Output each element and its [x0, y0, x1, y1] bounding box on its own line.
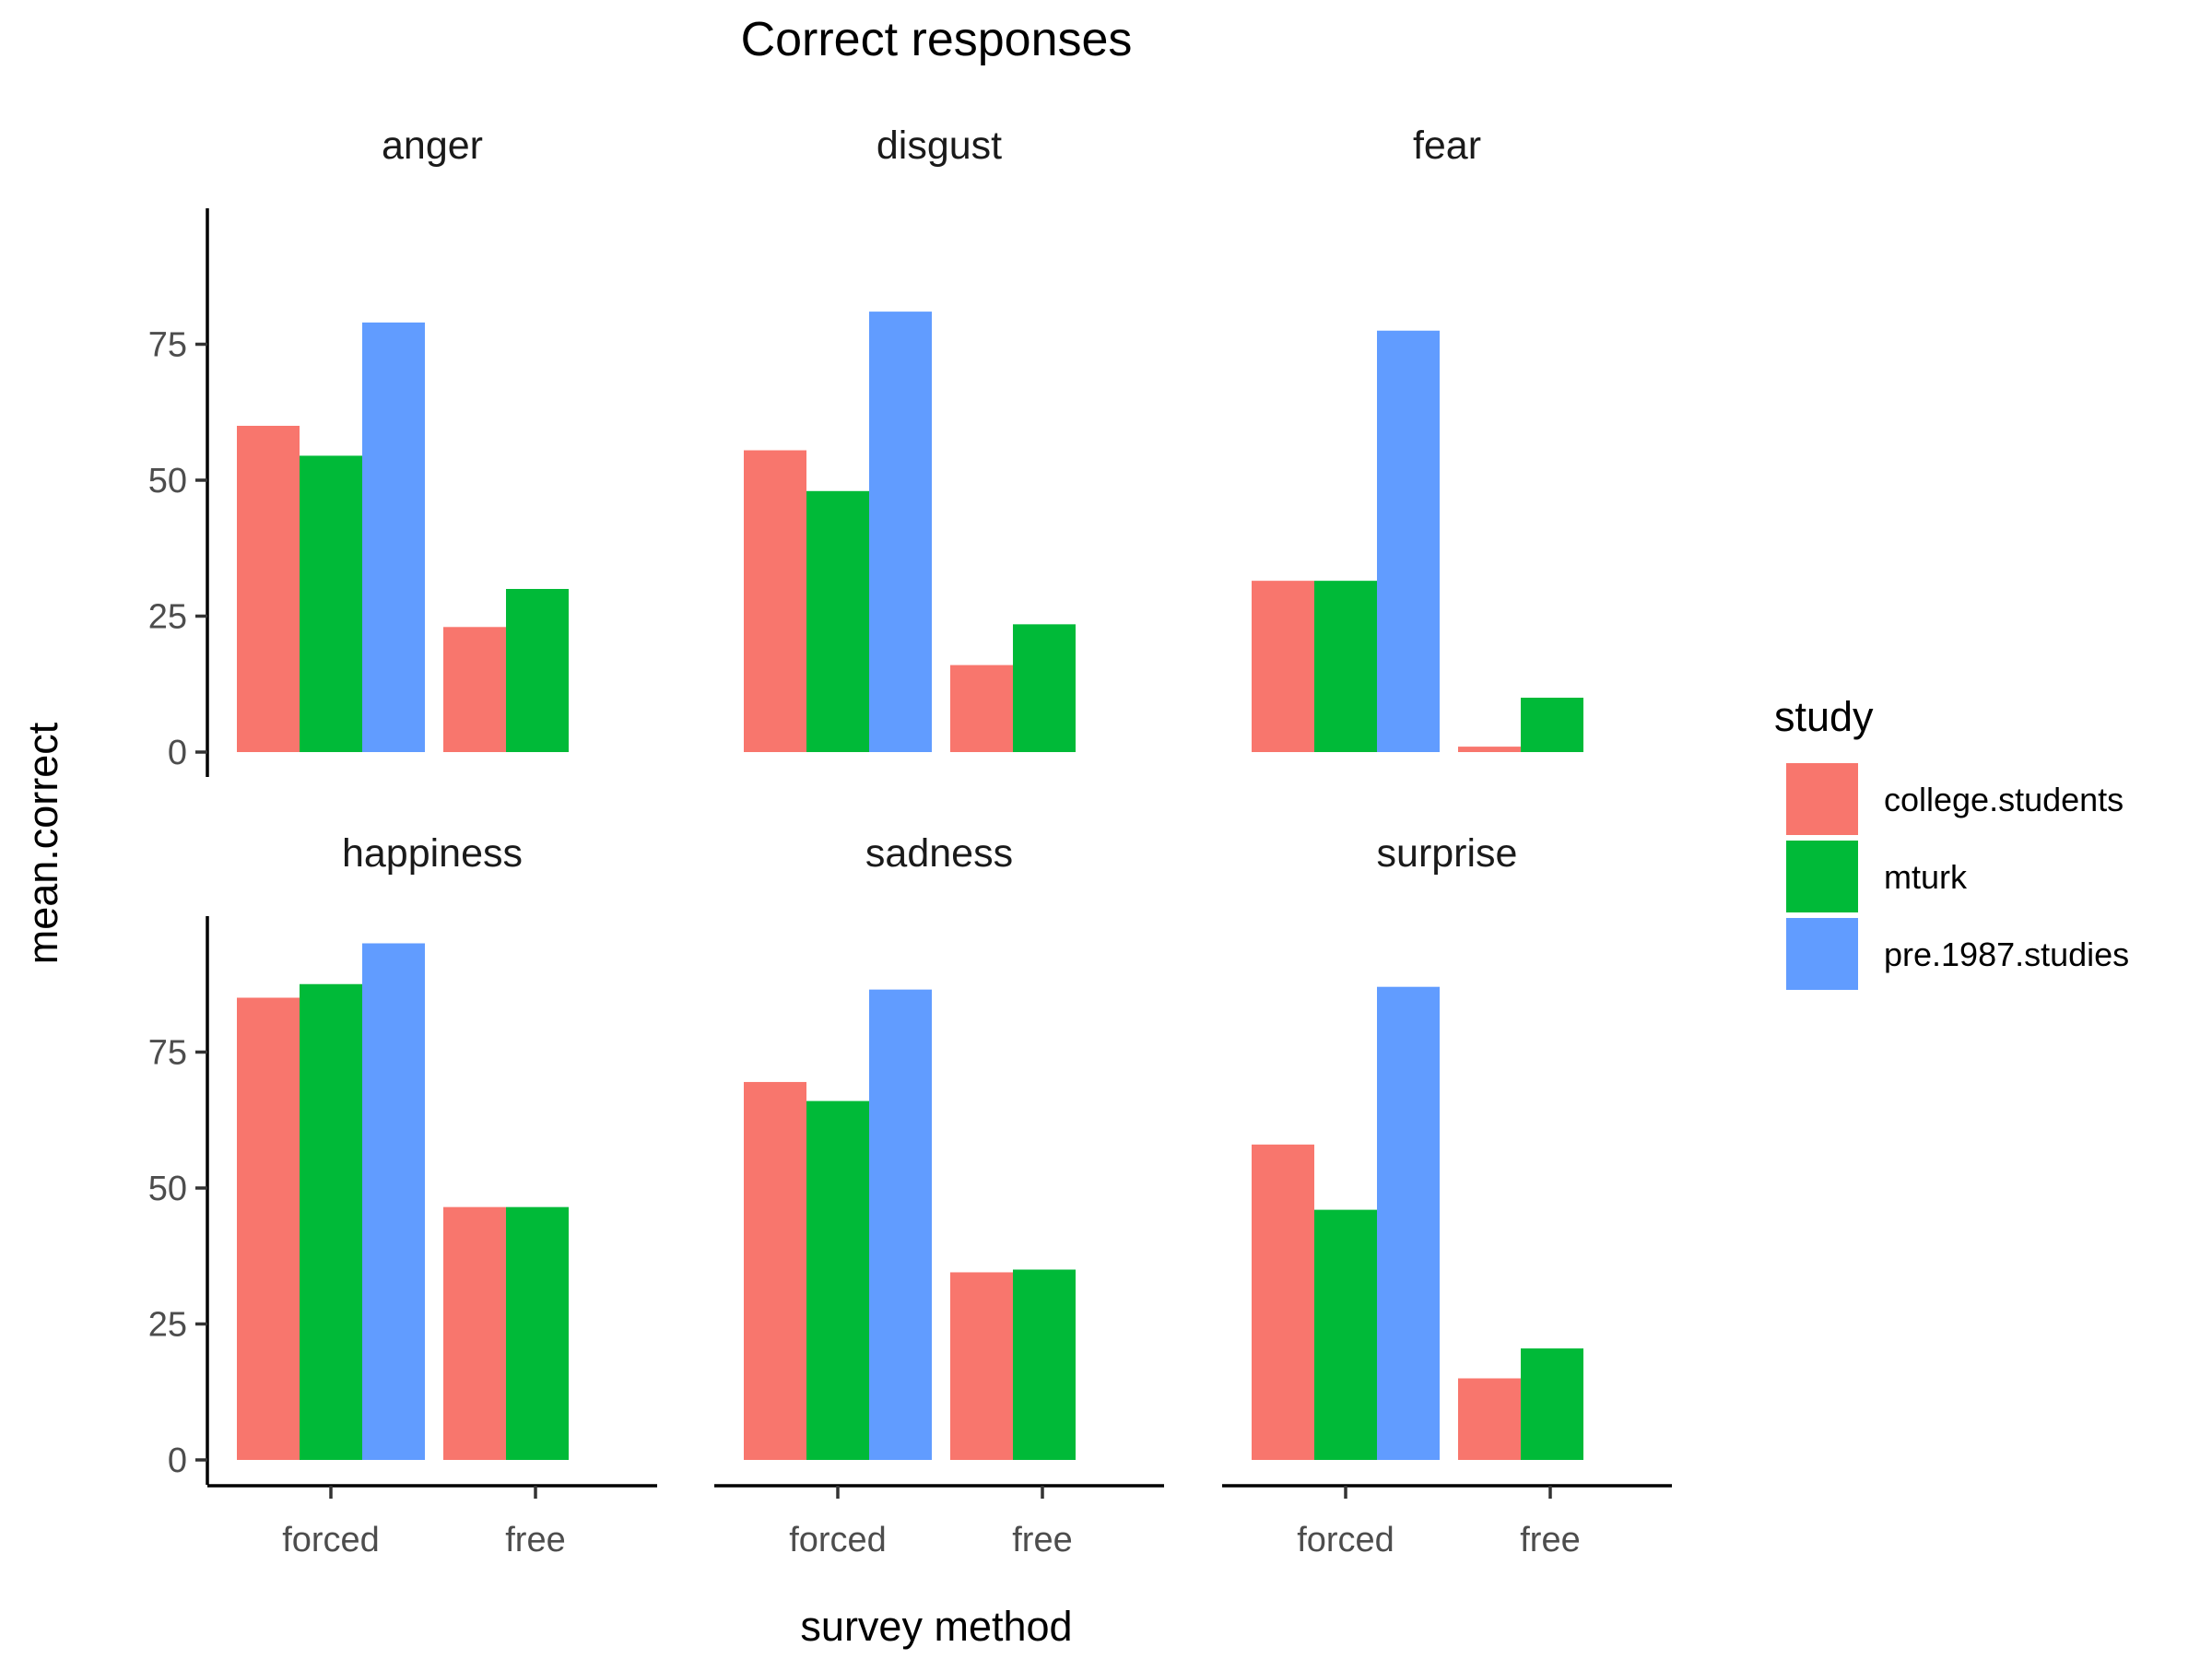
y-tick-label: 25 [148, 598, 187, 637]
panel-sadness: sadness [744, 831, 1076, 1460]
bar-mturk-forced [300, 983, 362, 1460]
bar-college.students-free [950, 1272, 1013, 1460]
bar-pre.1987.studies-forced [1377, 986, 1440, 1460]
panel-happiness: happiness [237, 831, 569, 1460]
panel-fear: fear [1252, 124, 1583, 752]
legend-label: pre.1987.studies [1884, 935, 2129, 973]
bar-mturk-forced [1314, 1209, 1377, 1460]
panel-surprise: surprise [1252, 831, 1583, 1460]
bar-mturk-forced [1314, 581, 1377, 752]
legend-label: college.students [1884, 781, 2124, 818]
y-axis-title: mean.correct [19, 722, 66, 964]
legend-item: mturk [1786, 841, 1968, 912]
bar-mturk-free [506, 1206, 569, 1460]
y-tick-label: 50 [148, 1170, 187, 1208]
y-tick-label: 50 [148, 462, 187, 500]
x-axis: forced free [1222, 1484, 1672, 1559]
bar-mturk-free [1013, 1269, 1076, 1460]
chart-title: Correct responses [741, 13, 1133, 66]
x-axis-title: survey method [800, 1603, 1072, 1650]
bar-mturk-forced [806, 1100, 869, 1460]
bar-college.students-forced [237, 426, 300, 752]
bar-pre.1987.studies-forced [869, 989, 932, 1460]
bar-mturk-forced [300, 455, 362, 752]
x-tick-label: free [505, 1521, 565, 1559]
legend-swatch [1786, 918, 1858, 990]
bar-pre.1987.studies-forced [869, 312, 932, 752]
bar-college.students-forced [744, 1081, 806, 1460]
facet-label: surprise [1377, 831, 1518, 876]
bar-mturk-free [1521, 1348, 1583, 1460]
facet-label: fear [1413, 124, 1481, 168]
panel-disgust: disgust [744, 124, 1076, 752]
y-tick-label: 0 [168, 734, 187, 772]
y-tick-label: 75 [148, 326, 187, 365]
x-tick-label: forced [282, 1521, 380, 1559]
y-axis: 0 25 50 75 [148, 916, 209, 1485]
bar-college.students-forced [744, 450, 806, 752]
x-tick-label: forced [789, 1521, 887, 1559]
facet-label: disgust [877, 124, 1002, 168]
legend-swatch [1786, 841, 1858, 912]
bar-college.students-forced [1252, 581, 1314, 752]
bar-college.students-free [443, 1206, 506, 1460]
bar-pre.1987.studies-forced [362, 322, 425, 752]
bar-college.students-free [1458, 1378, 1521, 1460]
facet-panels: anger disgust fear happiness sadness surprise… [148, 124, 1672, 1559]
bar-pre.1987.studies-forced [1377, 330, 1440, 752]
bar-mturk-free [506, 589, 569, 752]
y-axis: 0 25 50 75 [148, 208, 209, 777]
bar-college.students-free [1458, 747, 1521, 752]
y-tick-label: 25 [148, 1306, 187, 1345]
bar-college.students-free [443, 627, 506, 752]
x-tick-label: forced [1297, 1521, 1394, 1559]
facet-label: anger [382, 124, 483, 168]
facet-label: happiness [342, 831, 523, 876]
x-axis: forced free [207, 1484, 657, 1559]
legend: study college.students mturk pre.1987.stud… [1774, 693, 2129, 990]
x-tick-label: free [1012, 1521, 1072, 1559]
legend-swatch [1786, 763, 1858, 835]
legend-title: study [1774, 693, 1874, 740]
bar-college.students-forced [1252, 1144, 1314, 1460]
facet-label: sadness [865, 831, 1013, 876]
legend-item: college.students [1786, 763, 2124, 835]
x-tick-label: free [1520, 1521, 1580, 1559]
x-axis: forced free [714, 1484, 1164, 1559]
legend-label: mturk [1884, 858, 1968, 896]
panel-anger: anger [237, 124, 569, 752]
y-tick-label: 75 [148, 1034, 187, 1073]
bar-mturk-free [1013, 624, 1076, 752]
bar-pre.1987.studies-forced [362, 943, 425, 1460]
bar-mturk-free [1521, 698, 1583, 752]
bar-college.students-free [950, 665, 1013, 752]
legend-item: pre.1987.studies [1786, 918, 2129, 990]
bar-college.students-forced [237, 997, 300, 1460]
y-tick-label: 0 [168, 1441, 187, 1480]
bar-mturk-forced [806, 490, 869, 752]
